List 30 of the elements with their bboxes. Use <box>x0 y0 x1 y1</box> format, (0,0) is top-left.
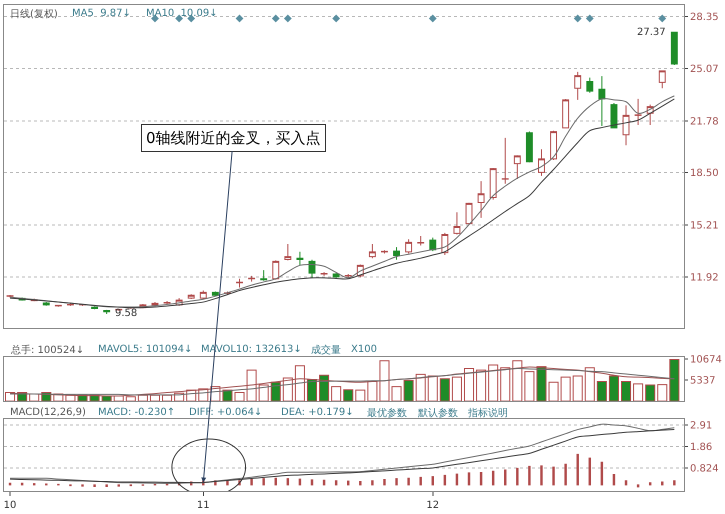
y-tick-label: 21.78 <box>690 116 719 128</box>
y-tick-label: 15.21 <box>690 220 719 232</box>
text: 最优参数 <box>367 407 407 419</box>
annotation: MA5 9.87↓ <box>72 8 131 19</box>
text: MACD: -0.230↑ <box>98 407 176 418</box>
y-tick-label: 10674 <box>690 354 722 366</box>
x-tick-label: 11 <box>196 500 210 511</box>
annotation: 27.37 <box>637 27 666 38</box>
y-tick-label: 18.50 <box>690 168 719 180</box>
y-tick-label: 5337 <box>690 376 716 387</box>
x-tick-label: 12 <box>426 500 440 511</box>
y-tick-label: 2.91 <box>690 420 712 432</box>
annotation: MA10 10.09↓ <box>146 8 218 19</box>
chart-title: 日线(复权) <box>10 8 58 20</box>
y-tick-label: 25.07 <box>690 64 719 76</box>
y-tick-label: 28.35 <box>690 12 719 24</box>
y-tick-label: 1.86 <box>690 442 712 454</box>
text: 成交量 <box>311 344 341 356</box>
x-tick-label: 10 <box>4 500 16 511</box>
text: 总手: 100524↓ <box>10 344 84 356</box>
annotation: 9.58 <box>115 308 138 319</box>
y-tick-label: 0.824 <box>690 463 719 474</box>
annotation: 0轴线附近的金叉，买入点 <box>146 129 321 147</box>
text: 指标说明 <box>467 407 508 419</box>
text: MACD(12,26,9) <box>10 407 86 418</box>
text: 默认参数 <box>417 407 458 419</box>
text: MAVOL5: 101094↓ <box>98 344 192 355</box>
y-tick-label: 11.92 <box>690 272 719 284</box>
text: X100 <box>351 344 377 355</box>
text: DEA: +0.179↓ <box>281 407 354 418</box>
